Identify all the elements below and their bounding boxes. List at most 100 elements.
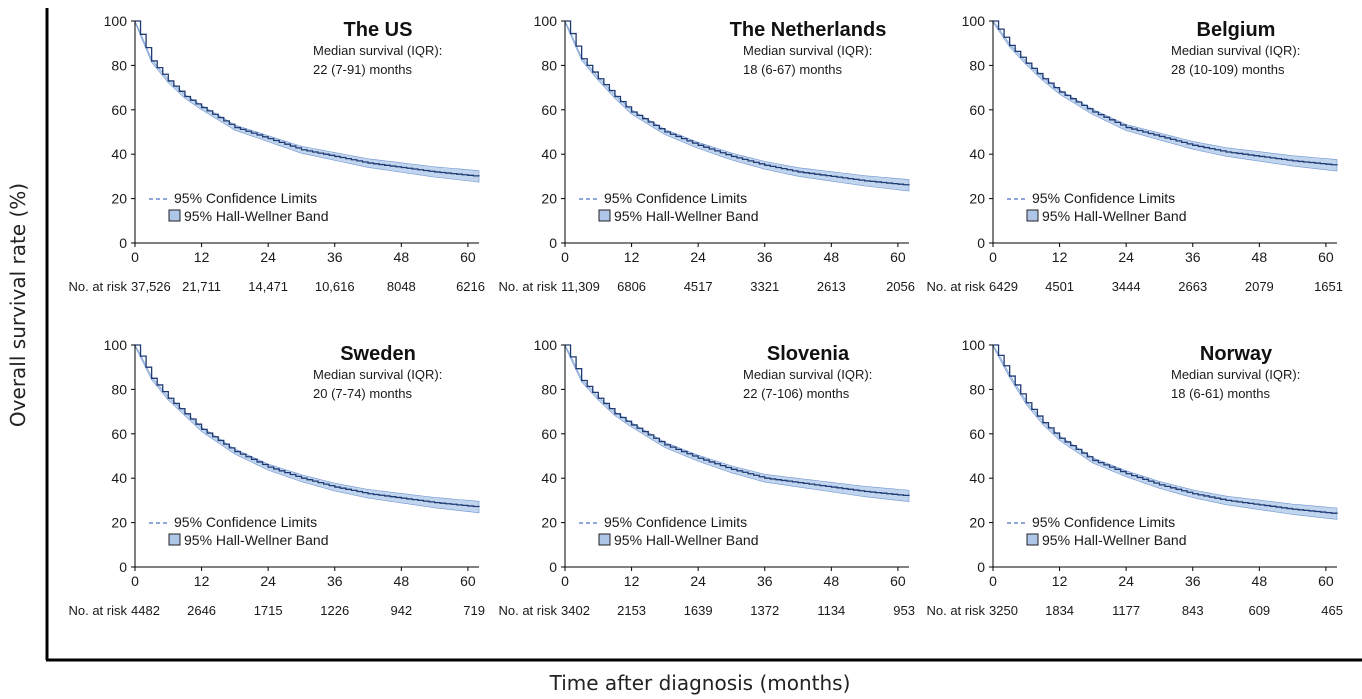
ci-legend-label: 95% Confidence Limits — [604, 514, 747, 530]
at-risk-count: 719 — [463, 603, 485, 618]
survival-curve — [135, 20, 480, 177]
survival-curve — [993, 344, 1338, 514]
at-risk-count: 21,711 — [182, 279, 221, 294]
at-risk-count: 3321 — [750, 279, 779, 294]
at-risk-count: 4501 — [1045, 279, 1074, 294]
x-tick-label: 12 — [194, 573, 210, 589]
median-label: Median survival (IQR): — [1171, 43, 1300, 58]
at-risk-label: No. at risk — [68, 279, 127, 294]
ci-legend-label: 95% Confidence Limits — [604, 190, 747, 206]
y-tick-label: 0 — [549, 559, 557, 575]
x-tick-label: 0 — [131, 249, 139, 265]
median-value: 22 (7-106) months — [743, 386, 850, 401]
x-tick-label: 60 — [890, 573, 906, 589]
x-tick-label: 0 — [989, 573, 997, 589]
at-risk-count: 953 — [893, 603, 915, 618]
median-value: 18 (6-67) months — [743, 62, 842, 77]
at-risk-count: 843 — [1182, 603, 1204, 618]
ci-legend-label: 95% Confidence Limits — [1032, 190, 1175, 206]
at-risk-count: 8048 — [387, 279, 416, 294]
at-risk-count: 942 — [390, 603, 412, 618]
x-axis-title: Time after diagnosis (months) — [549, 671, 851, 695]
y-tick-label: 40 — [541, 146, 557, 162]
ci-legend-label: 95% Confidence Limits — [174, 190, 317, 206]
at-risk-count: 1834 — [1045, 603, 1074, 618]
y-tick-label: 100 — [962, 337, 986, 353]
band-legend-swatch — [168, 209, 181, 222]
median-value: 22 (7-91) months — [313, 62, 412, 77]
y-tick-label: 20 — [111, 515, 127, 531]
panel-title: The Netherlands — [730, 19, 887, 41]
at-risk-label: No. at risk — [498, 603, 557, 618]
band-legend-label: 95% Hall-Wellner Band — [184, 532, 328, 548]
x-tick-label: 12 — [1052, 573, 1068, 589]
km-panel: 0 20 40 60 80 100 0 12 24 36 48 60 The Netherlands Me… — [498, 13, 915, 294]
at-risk-count: 37,526 — [131, 279, 171, 294]
at-risk-label: No. at risk — [926, 603, 985, 618]
y-tick-label: 40 — [111, 470, 127, 486]
y-tick-label: 20 — [541, 515, 557, 531]
y-tick-label: 60 — [111, 426, 127, 442]
median-value: 18 (6-61) months — [1171, 386, 1270, 401]
km-panel: 0 20 40 60 80 100 0 12 24 36 48 60 Sweden Median surv… — [68, 337, 485, 618]
x-tick-label: 24 — [690, 573, 706, 589]
x-tick-label: 60 — [1318, 573, 1334, 589]
at-risk-count: 14,471 — [248, 279, 288, 294]
median-label: Median survival (IQR): — [313, 43, 442, 58]
y-tick-label: 40 — [541, 470, 557, 486]
at-risk-count: 11,309 — [561, 279, 600, 294]
x-tick-label: 12 — [624, 249, 640, 265]
at-risk-count: 1639 — [684, 603, 713, 618]
y-tick-label: 60 — [541, 426, 557, 442]
y-tick-label: 20 — [969, 191, 985, 207]
y-tick-label: 80 — [111, 57, 127, 73]
survival-curve — [565, 344, 910, 497]
ci-legend-label: 95% Confidence Limits — [1032, 514, 1175, 530]
at-risk-count: 1372 — [750, 603, 779, 618]
x-tick-label: 24 — [690, 249, 706, 265]
band-legend-label: 95% Hall-Wellner Band — [614, 532, 758, 548]
x-tick-label: 12 — [1052, 249, 1068, 265]
y-tick-label: 80 — [111, 381, 127, 397]
y-tick-label: 100 — [962, 13, 986, 29]
panel-title: Slovenia — [767, 343, 850, 365]
panel-title: Norway — [1200, 343, 1273, 365]
at-risk-label: No. at risk — [926, 279, 985, 294]
x-tick-label: 48 — [394, 249, 410, 265]
x-tick-label: 60 — [890, 249, 906, 265]
x-tick-label: 36 — [327, 573, 343, 589]
y-tick-label: 40 — [111, 146, 127, 162]
km-panel: 0 20 40 60 80 100 0 12 24 36 48 60 Belgium Median sur… — [926, 13, 1343, 294]
x-tick-label: 60 — [460, 249, 476, 265]
band-legend-label: 95% Hall-Wellner Band — [614, 208, 758, 224]
km-panel: 0 20 40 60 80 100 0 12 24 36 48 60 Norway Median surv… — [926, 337, 1343, 618]
survival-curve — [565, 20, 910, 186]
at-risk-count: 3444 — [1112, 279, 1141, 294]
y-tick-label: 100 — [104, 13, 128, 29]
y-tick-label: 80 — [541, 381, 557, 397]
y-tick-label: 80 — [541, 57, 557, 73]
at-risk-count: 6216 — [456, 279, 485, 294]
band-legend-swatch — [1026, 533, 1039, 546]
y-tick-label: 20 — [969, 515, 985, 531]
at-risk-count: 6429 — [989, 279, 1018, 294]
x-tick-label: 24 — [260, 573, 276, 589]
at-risk-label: No. at risk — [498, 279, 557, 294]
x-tick-label: 0 — [131, 573, 139, 589]
y-tick-label: 100 — [534, 13, 558, 29]
y-tick-label: 100 — [104, 337, 128, 353]
km-panel: 0 20 40 60 80 100 0 12 24 36 48 60 Slovenia Median su… — [498, 337, 915, 618]
y-tick-label: 80 — [969, 57, 985, 73]
median-label: Median survival (IQR): — [1171, 367, 1300, 382]
median-label: Median survival (IQR): — [743, 367, 872, 382]
y-tick-label: 60 — [969, 102, 985, 118]
at-risk-count: 2079 — [1245, 279, 1274, 294]
at-risk-count: 609 — [1248, 603, 1270, 618]
survival-curve — [993, 20, 1338, 166]
at-risk-count: 2663 — [1178, 279, 1207, 294]
at-risk-count: 2646 — [187, 603, 216, 618]
x-tick-label: 12 — [194, 249, 210, 265]
panel-title: Sweden — [340, 343, 416, 365]
at-risk-count: 6806 — [617, 279, 646, 294]
